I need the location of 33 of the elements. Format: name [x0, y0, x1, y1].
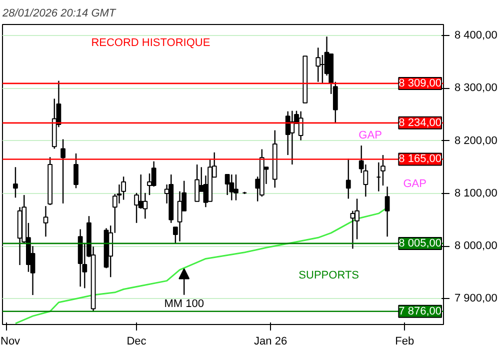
annotation: SUPPORTS	[298, 269, 359, 282]
ref-line-label: 7 876,00	[398, 305, 442, 318]
x-tick-label: Nov	[0, 336, 21, 348]
candlestick	[43, 205, 48, 238]
candlestick	[384, 186, 390, 238]
candlestick	[74, 152, 78, 189]
candlestick	[346, 158, 351, 200]
candlestick	[298, 110, 304, 141]
y-tick-label: 8 000,00	[454, 240, 498, 252]
y-tick-label: 8 100,00	[454, 187, 498, 200]
candlestick	[290, 110, 295, 166]
candlestick	[316, 47, 321, 82]
annotation: RECORD HISTORIQUE	[91, 37, 210, 50]
ref-line-label: 8 309,00	[398, 77, 442, 90]
x-tick-label: Feb	[395, 336, 414, 348]
y-tick-label: 8 400,00	[454, 30, 498, 42]
ref-line-label: 8 005,00	[398, 237, 442, 250]
candlestick	[194, 164, 200, 202]
ref-line-label: 8 234,00	[398, 116, 442, 129]
candlestick	[121, 176, 126, 200]
y-tick-label: 8 300,00	[454, 82, 498, 94]
x-tick-label: Dec	[126, 336, 147, 348]
y-tick-label: 8 200,00	[454, 134, 498, 147]
x-tick-label: Jan 26	[254, 336, 288, 348]
chart-title: 28/01/2026 20:14 GMT	[2, 8, 117, 20]
candlestick	[60, 138, 66, 204]
ref-line-label: 8 165,00	[398, 153, 442, 166]
annotation: GAP	[403, 178, 426, 190]
candlestick	[13, 166, 18, 198]
annotation: MM 100	[164, 298, 204, 310]
annotation: GAP	[358, 130, 382, 142]
y-tick-label: 7 900,00	[454, 292, 498, 305]
candlestick	[229, 174, 234, 201]
